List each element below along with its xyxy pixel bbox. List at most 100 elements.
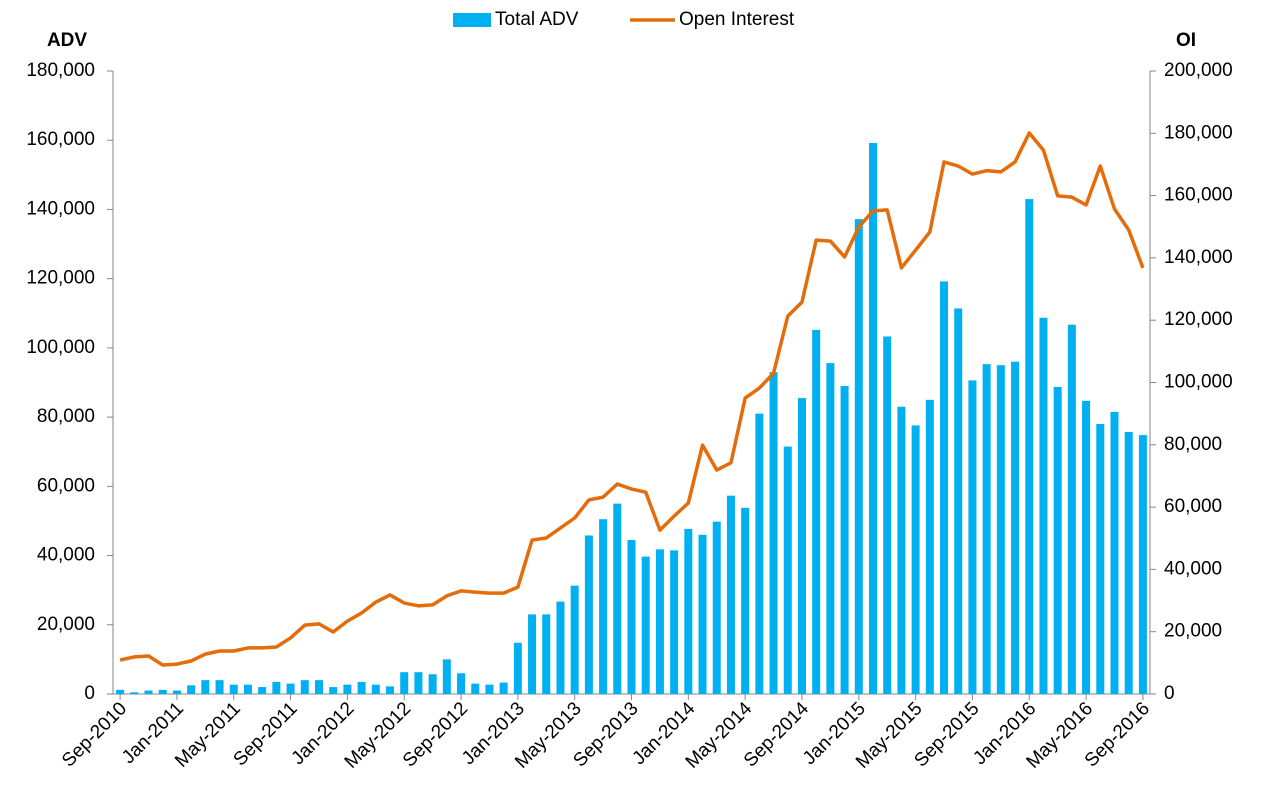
bar [457,673,466,694]
bar [1082,400,1091,694]
bar [826,363,835,694]
bar [868,142,877,695]
legend-label: Total ADV [495,9,579,30]
bar [769,372,778,694]
y2-tick-label: 160,000 [1164,185,1233,206]
y-tick-label: 140,000 [26,198,95,219]
bar [698,534,707,694]
bar [584,535,593,694]
bar [954,308,963,694]
y2-tick-label: 100,000 [1164,372,1233,393]
bar [329,687,338,694]
y-axis-title: ADV [47,30,87,51]
bar [854,219,863,694]
bar [911,425,920,694]
bar [1039,317,1048,694]
bar [925,399,934,694]
bar [272,681,281,694]
bar [513,642,522,694]
x-tick-label: Sep-2010 [58,698,131,771]
y-tick-label: 180,000 [26,60,95,81]
bar [641,556,650,694]
bar [172,690,181,694]
bar [528,614,537,694]
y2-tick-label: 200,000 [1164,60,1233,81]
bar [229,684,238,694]
bar [243,684,252,694]
bar [1124,431,1133,694]
bar [783,446,792,694]
line [119,131,1145,667]
bar [471,683,480,694]
y-tick-label: 160,000 [26,129,95,150]
bar [996,365,1005,694]
y2-tick-label: 140,000 [1164,247,1233,268]
y-tick-label: 20,000 [37,614,95,635]
bar [1025,199,1034,695]
bar [144,690,153,694]
y-tick-label: 80,000 [37,406,95,427]
bar [187,685,196,694]
bar [357,681,366,694]
bar [286,683,295,694]
bar [684,528,693,694]
bar [130,692,139,694]
y-tick-label: 120,000 [26,268,95,289]
bar [428,674,437,694]
bar [883,336,892,694]
y-tick-label: 100,000 [26,337,95,358]
bar [797,398,806,694]
bar [542,614,551,694]
y-tick-label: 40,000 [37,545,95,566]
bar [386,686,395,694]
bar [116,689,125,694]
bar [1096,424,1105,694]
bar [755,413,764,694]
bar [1110,411,1119,694]
bar [570,585,579,694]
y2-tick-label: 60,000 [1164,496,1222,517]
bar [414,672,423,694]
bar [940,281,949,694]
bar [343,684,352,694]
bar [1067,324,1076,694]
bar [371,684,380,694]
bar [982,364,991,694]
y2-tick-label: 180,000 [1164,122,1233,143]
bar [300,680,309,694]
y2-axis-title: OI [1176,30,1196,51]
bar [1053,386,1062,694]
y-tick-label: 60,000 [37,475,95,496]
bar [314,680,323,694]
bar [158,689,167,694]
bar [655,549,664,694]
bar [897,406,906,694]
bar [599,519,608,694]
bar [499,682,508,694]
y-tick-label: 0 [84,683,95,704]
bar [400,672,409,694]
legend-swatch [453,13,491,27]
bar [201,680,210,694]
bar [712,521,721,694]
bar [968,380,977,694]
bar [741,507,750,694]
bar [840,385,849,694]
y2-tick-label: 120,000 [1164,309,1233,330]
bar [670,550,679,694]
bar [485,684,494,694]
bar [258,687,267,694]
bar [1011,361,1020,694]
bar [1138,435,1147,694]
bar [442,659,451,694]
y2-tick-label: 20,000 [1164,621,1222,642]
bar [726,495,735,694]
y2-tick-label: 0 [1164,683,1175,704]
y2-tick-label: 40,000 [1164,558,1222,579]
bar [215,680,224,694]
bar [613,503,622,694]
bar [812,329,821,694]
bar [556,601,565,694]
bar [627,539,636,694]
